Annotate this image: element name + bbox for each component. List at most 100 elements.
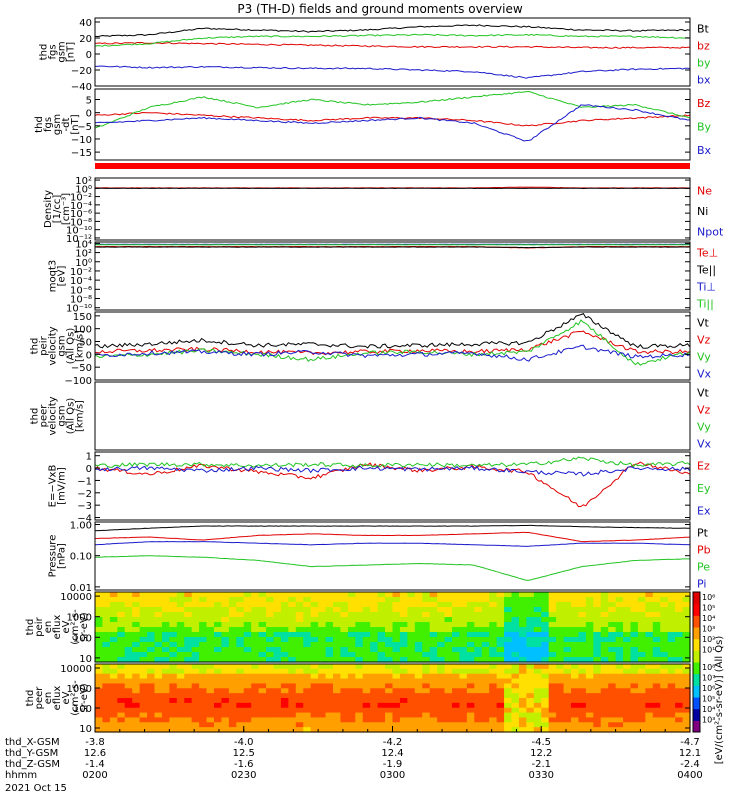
heatmap-cell (288, 698, 297, 704)
heatmap-cell (652, 602, 661, 608)
heatmap-cell (675, 607, 684, 613)
heatmap-cell (452, 707, 461, 714)
heatmap-cell (184, 607, 193, 613)
heatmap-cell (251, 617, 260, 623)
heatmap-cell (429, 632, 438, 638)
heatmap-cell (474, 617, 483, 623)
heatmap-cell (422, 627, 431, 633)
heatmap-cell (295, 688, 304, 694)
heatmap-cell (518, 592, 527, 598)
heatmap-cell (124, 622, 133, 628)
heatmap-cell (288, 627, 297, 633)
heatmap-cell (615, 647, 624, 653)
heatmap-cell (109, 688, 118, 694)
heatmap-cell (206, 647, 215, 653)
heatmap-cell (370, 612, 379, 618)
heatmap-cell (422, 702, 431, 709)
heatmap-cell (236, 678, 245, 685)
heatmap-cell (556, 688, 565, 694)
heatmap-cell (533, 642, 542, 648)
heatmap-cell (303, 683, 312, 689)
heatmap-cell (243, 702, 252, 709)
heatmap-cell (511, 652, 520, 658)
heatmap-cell (593, 647, 602, 653)
heatmap-cell (608, 722, 617, 728)
heatmap-cell (355, 668, 364, 675)
heatmap-cell (147, 642, 156, 648)
heatmap-cell (630, 597, 639, 603)
heatmap-cell (109, 673, 118, 680)
heatmap-cell (147, 652, 156, 658)
heatmap-cell (474, 678, 483, 685)
heatmap-cell (526, 673, 535, 680)
heatmap-cell (228, 617, 237, 623)
heatmap-cell (437, 683, 446, 689)
heatmap-cell (288, 642, 297, 648)
heatmap-cell (637, 617, 646, 623)
heatmap-cell (161, 617, 170, 623)
heatmap-cell (377, 673, 386, 680)
heatmap-cell (399, 602, 408, 608)
heatmap-cell (251, 642, 260, 648)
heatmap-cell (117, 712, 126, 719)
heatmap-cell (526, 637, 535, 643)
heatmap-cell (288, 717, 297, 723)
colorbar-tick-label: 10⁵ (702, 695, 715, 704)
heatmap-cell (303, 597, 312, 603)
heatmap-cell (228, 597, 237, 603)
heatmap-cell (147, 722, 156, 728)
heatmap-cell (280, 632, 289, 638)
heatmap-cell (258, 632, 267, 638)
heatmap-cell (660, 673, 669, 680)
heatmap-cell (310, 607, 319, 613)
heatmap-cell (578, 592, 587, 598)
heatmap-cell (214, 617, 223, 623)
heatmap-cell (154, 668, 163, 675)
heatmap-cell (623, 592, 632, 598)
heatmap-cell (392, 668, 401, 675)
heatmap-cell (481, 657, 490, 663)
heatmap-cell (102, 712, 111, 719)
heatmap-cell (109, 683, 118, 689)
heatmap-cell (295, 622, 304, 628)
heatmap-cell (355, 612, 364, 618)
colorbar-group: 10⁶10⁵10⁴10³10²10¹10⁸10⁷10⁶10⁵10⁴10³[eV/… (692, 591, 725, 764)
heatmap-cell (154, 592, 163, 598)
heatmap-cell (548, 652, 557, 658)
y-tick-label: 10 (79, 724, 92, 735)
heatmap-cell (184, 622, 193, 628)
heatmap-cell (236, 727, 245, 733)
heatmap-cell (615, 712, 624, 719)
heatmap-cell (102, 642, 111, 648)
heatmap-cell (466, 702, 475, 709)
heatmap-cell (199, 707, 208, 714)
heatmap-cell (214, 717, 223, 723)
heatmap-cell (504, 617, 513, 623)
heatmap-cell (258, 693, 267, 699)
heatmap-cell (251, 668, 260, 675)
heatmap-cell (585, 607, 594, 613)
heatmap-cell (95, 637, 104, 643)
heatmap-cell (161, 707, 170, 714)
heatmap-cell (459, 642, 468, 648)
heatmap-cell (161, 637, 170, 643)
heatmap-cell (355, 688, 364, 694)
heatmap-cell (318, 627, 327, 633)
heatmap-cell (377, 693, 386, 699)
heatmap-cell (236, 617, 245, 623)
heatmap-cell (429, 622, 438, 628)
heatmap-cell (310, 678, 319, 685)
heatmap-cell (504, 607, 513, 613)
heatmap-cell (637, 597, 646, 603)
ephemeris-value: -4.2 (383, 737, 403, 748)
heatmap-cell (228, 722, 237, 728)
heatmap-cell (154, 693, 163, 699)
heatmap-cell (667, 637, 676, 643)
heatmap-cell (191, 664, 200, 670)
heatmap-cell (667, 622, 676, 628)
heatmap-cell (273, 632, 282, 638)
heatmap-cell (132, 678, 141, 685)
ephemeris-label: thd_Z-GSM (5, 759, 60, 770)
heatmap-cell (504, 668, 513, 675)
y-axis-label: [km/s] (75, 330, 86, 362)
